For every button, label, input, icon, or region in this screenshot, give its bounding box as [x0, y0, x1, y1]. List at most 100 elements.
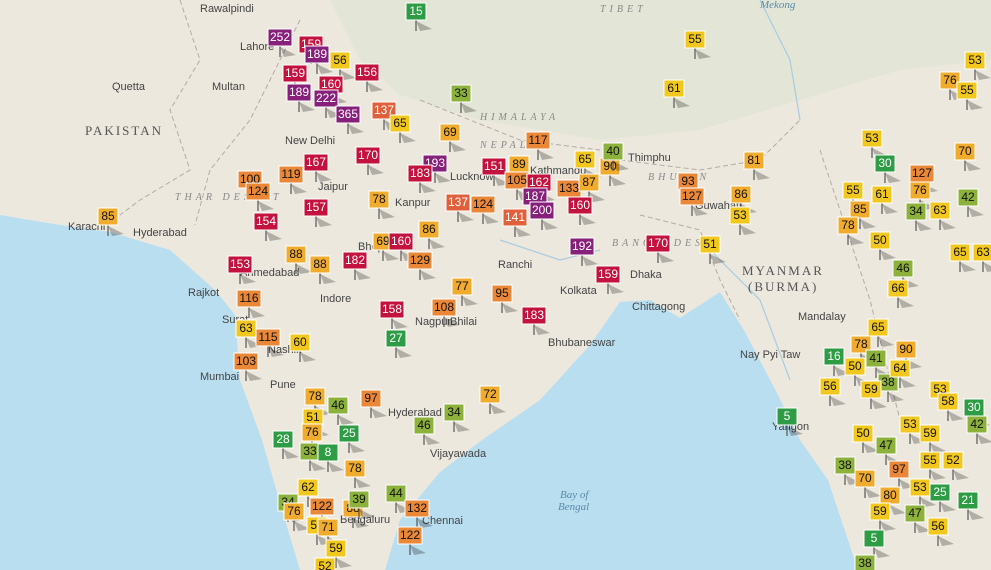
marker-value: 65	[871, 320, 885, 334]
marker-value: 50	[873, 233, 887, 247]
marker-value: 78	[854, 337, 868, 351]
marker-box	[325, 539, 347, 558]
marker-value: 52	[318, 559, 332, 570]
marker-value: 170	[358, 148, 378, 162]
marker-box	[865, 349, 887, 368]
marker-box	[919, 424, 941, 443]
marker-value: 115	[258, 330, 277, 344]
marker-value: 90	[899, 342, 913, 356]
marker-value: 183	[524, 308, 544, 322]
marker-box	[309, 255, 331, 274]
marker-box	[869, 502, 891, 521]
marker-box	[304, 387, 326, 406]
aqi-marker: 70	[954, 142, 981, 171]
place-label: Bay of	[560, 489, 590, 501]
marker-value: 158	[382, 302, 402, 316]
marker-shadow	[754, 170, 770, 180]
marker-value: 365	[338, 107, 358, 121]
aqi-marker: 129	[407, 251, 436, 280]
marker-value: 55	[688, 32, 702, 46]
aqi-marker: 365	[335, 105, 364, 134]
marker-value: 34	[447, 405, 461, 419]
marker-shadow	[266, 231, 282, 241]
marker-box	[966, 415, 988, 434]
marker-shadow	[450, 142, 466, 152]
marker-box	[849, 200, 871, 219]
marker-value: 182	[345, 253, 365, 267]
marker-value: 38	[838, 458, 852, 472]
marker-shadow	[462, 296, 478, 306]
place-label: Karachi	[68, 221, 105, 233]
marker-box	[942, 451, 964, 470]
place-label: Chennai	[422, 515, 463, 527]
marker-box	[684, 30, 706, 49]
marker-box	[927, 517, 949, 536]
marker-box	[418, 220, 440, 239]
aqi-marker: 192	[569, 237, 598, 266]
marker-value: 88	[313, 257, 327, 271]
marker-value: 89	[512, 157, 526, 171]
marker-value: 56	[823, 379, 837, 393]
marker-value: 78	[348, 461, 362, 475]
marker-shadow	[328, 462, 344, 472]
aqi-marker: 87	[578, 173, 605, 202]
marker-value: 52	[946, 453, 960, 467]
aqi-marker: 5	[863, 529, 890, 558]
marker-value: 33	[454, 86, 468, 100]
marker-box	[301, 423, 323, 442]
marker-value: 124	[473, 197, 493, 211]
marker-shadow	[848, 235, 864, 245]
aqi-marker: 56	[819, 377, 846, 406]
aqi-marker: 78	[344, 459, 371, 488]
marker-box	[904, 504, 926, 523]
arabian-sea	[0, 215, 300, 570]
place-label: Jaipur	[318, 181, 348, 193]
place-label: (BURMA)	[748, 279, 818, 294]
place-label: Thimphu	[628, 152, 671, 164]
marker-box	[905, 202, 927, 221]
aqi-marker: 44	[385, 484, 412, 513]
marker-shadow	[983, 262, 991, 272]
marker-value: 30	[878, 156, 892, 170]
aqi-marker: 97	[360, 389, 387, 418]
place-label: Vijayawada	[430, 448, 487, 460]
marker-box	[957, 491, 979, 510]
aqi-marker: 141	[502, 208, 531, 237]
marker-shadow	[977, 434, 991, 444]
marker-value: 16	[827, 349, 841, 363]
aqi-marker: 69	[439, 123, 466, 152]
marker-shadow	[960, 262, 976, 272]
marker-value: 60	[293, 335, 307, 349]
marker-box	[888, 460, 910, 479]
marker-box	[954, 142, 976, 161]
place-label: Rajkot	[188, 287, 219, 299]
marker-value: 76	[305, 425, 319, 439]
marker-shadow	[878, 337, 894, 347]
aqi-marker: 25	[338, 424, 365, 453]
marker-shadow	[392, 319, 408, 329]
aqi-marker: 27	[385, 329, 412, 358]
marker-value: 59	[923, 426, 937, 440]
marker-value: 34	[909, 204, 923, 218]
marker-value: 59	[873, 504, 887, 518]
marker-value: 157	[306, 200, 326, 214]
aqi-marker: 158	[379, 300, 408, 329]
marker-box	[823, 347, 845, 366]
marker-value: 70	[958, 144, 972, 158]
marker-value: 59	[329, 541, 343, 555]
marker-value: 222	[316, 91, 336, 105]
marker-box	[289, 333, 311, 352]
marker-box	[972, 243, 991, 262]
aqi-marker: 69	[372, 232, 399, 261]
aqi-marker: 78	[368, 190, 395, 219]
marker-shadow	[740, 225, 756, 235]
aqi-marker: 156	[354, 63, 383, 92]
aqi-marker: 59	[869, 502, 896, 531]
aqi-marker: 77	[451, 277, 478, 306]
marker-box	[297, 478, 319, 497]
marker-box	[360, 389, 382, 408]
marker-shadow	[249, 308, 265, 318]
marker-value: 50	[856, 426, 870, 440]
marker-box	[303, 153, 329, 172]
aqi-marker: 50	[844, 357, 871, 386]
